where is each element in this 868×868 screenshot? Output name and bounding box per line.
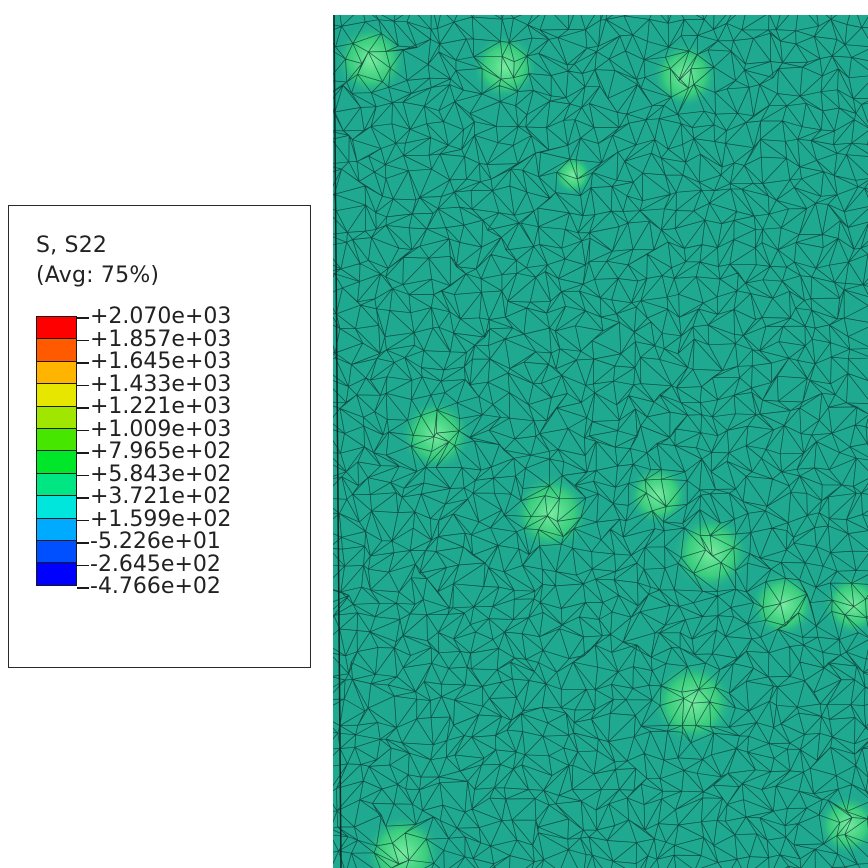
tick-label: +1.009e+03 — [90, 416, 232, 442]
tick-mark — [77, 542, 89, 544]
tick-mark — [77, 384, 89, 386]
colorbar-swatch — [36, 539, 77, 564]
stress-hotspot — [822, 574, 868, 636]
colorbar-swatch — [36, 360, 77, 385]
tick-mark — [77, 564, 89, 566]
tick-label: +5.843e+02 — [90, 461, 232, 487]
tick-mark — [77, 362, 89, 364]
colorbar-swatch — [36, 562, 77, 586]
colorbar-swatch — [36, 517, 77, 541]
stress-hotspot — [671, 513, 751, 593]
stress-hotspot — [471, 33, 539, 101]
fe-mesh-viewport[interactable] — [333, 15, 868, 868]
tick-mark — [77, 587, 89, 589]
contour-colorbar — [36, 316, 77, 586]
tick-label: +3.721e+02 — [90, 484, 232, 509]
fe-mesh-plot — [333, 15, 868, 868]
colorbar-swatch — [36, 316, 77, 340]
tick-label: +1.857e+03 — [90, 326, 232, 352]
tick-label: +1.221e+03 — [90, 394, 232, 419]
tick-mark — [77, 339, 89, 341]
colorbar-swatch — [36, 472, 77, 497]
tick-mark — [77, 317, 89, 319]
stress-hotspot — [553, 155, 593, 195]
legend-averaging-label: (Avg: 75%) — [36, 263, 160, 288]
tick-label: +1.433e+03 — [90, 371, 232, 397]
tick-mark — [77, 474, 89, 476]
stress-hotspot — [363, 813, 443, 868]
colorbar-swatch — [36, 383, 77, 407]
colorbar-swatch — [36, 450, 77, 474]
tick-label: +2.070e+03 — [90, 304, 232, 329]
legend-panel: S, S22 (Avg: 75%) +2.070e+03 +1.857e+03 +1… — [8, 205, 311, 668]
tick-mark — [77, 407, 89, 409]
legend-variable-label: S, S22 — [36, 233, 108, 258]
stress-hotspot — [749, 571, 817, 639]
tick-mark — [77, 429, 89, 431]
tick-label: +7.965e+02 — [90, 439, 232, 464]
colorbar-swatch — [36, 427, 77, 452]
tick-label: +1.645e+03 — [90, 349, 232, 374]
tick-label: +1.599e+02 — [90, 506, 232, 532]
tick-label: -4.766e+02 — [90, 574, 221, 599]
tick-mark — [77, 519, 89, 521]
part-boundary — [333, 15, 342, 868]
colorbar-swatch — [36, 405, 77, 429]
colorbar-swatch — [36, 495, 77, 519]
tick-label: -5.226e+01 — [90, 529, 221, 554]
stress-hotspot — [817, 794, 868, 856]
colorbar-swatch — [36, 338, 77, 362]
stress-hotspot — [511, 473, 591, 553]
tick-mark — [77, 497, 89, 499]
tick-mark — [77, 452, 89, 454]
mesh-edges — [333, 15, 868, 868]
tick-label: -2.645e+02 — [90, 551, 221, 577]
